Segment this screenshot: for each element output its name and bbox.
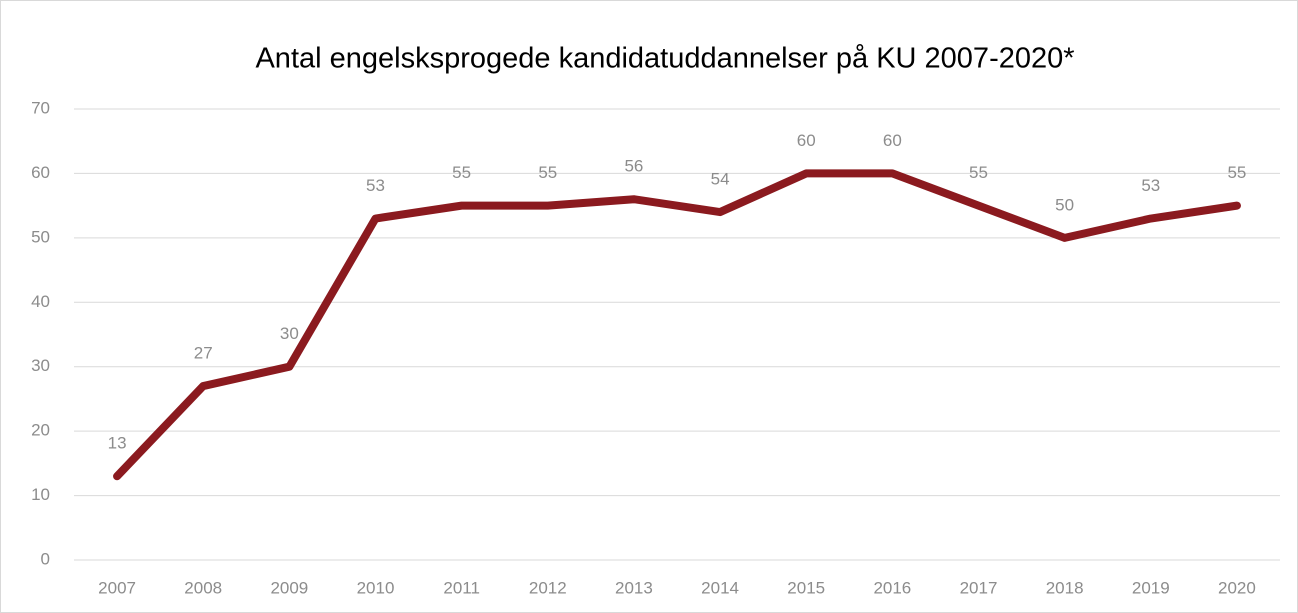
data-label: 30 bbox=[280, 324, 299, 343]
y-tick-label: 30 bbox=[31, 356, 50, 375]
data-label: 27 bbox=[194, 344, 213, 363]
data-label: 55 bbox=[969, 163, 988, 182]
data-label: 60 bbox=[797, 131, 816, 150]
y-tick-label: 50 bbox=[31, 227, 50, 246]
x-tick-label: 2016 bbox=[873, 578, 911, 597]
data-line bbox=[113, 169, 1241, 481]
data-label: 53 bbox=[366, 176, 385, 195]
y-tick-label: 40 bbox=[31, 292, 50, 311]
x-tick-label: 2020 bbox=[1218, 578, 1256, 597]
y-tick-label: 60 bbox=[31, 163, 50, 182]
data-label: 55 bbox=[452, 163, 471, 182]
x-tick-label: 2011 bbox=[443, 578, 480, 597]
chart-title: Antal engelsksprogede kandidatuddannelse… bbox=[255, 43, 1074, 75]
x-tick-label: 2014 bbox=[701, 578, 739, 597]
data-label: 56 bbox=[624, 157, 643, 176]
x-tick-label: 2019 bbox=[1132, 578, 1170, 597]
data-label: 55 bbox=[538, 163, 557, 182]
data-label: 54 bbox=[711, 170, 730, 189]
data-label: 13 bbox=[108, 434, 127, 453]
y-tick-label: 0 bbox=[41, 549, 50, 568]
x-tick-label: 2008 bbox=[184, 578, 222, 597]
x-tick-label: 2010 bbox=[357, 578, 395, 597]
x-tick-label: 2012 bbox=[529, 578, 567, 597]
y-tick-label: 10 bbox=[31, 485, 50, 504]
y-tick-label: 70 bbox=[31, 98, 50, 117]
data-label: 55 bbox=[1227, 163, 1246, 182]
data-label: 60 bbox=[883, 131, 902, 150]
data-label: 53 bbox=[1141, 176, 1160, 195]
x-tick-label: 2007 bbox=[98, 578, 136, 597]
x-tick-label: 2018 bbox=[1046, 578, 1084, 597]
y-tick-label: 20 bbox=[31, 421, 50, 440]
x-tick-label: 2015 bbox=[787, 578, 825, 597]
x-tick-label: 2009 bbox=[270, 578, 308, 597]
x-tick-label: 2017 bbox=[960, 578, 998, 597]
data-label: 50 bbox=[1055, 195, 1074, 214]
x-tick-label: 2013 bbox=[615, 578, 653, 597]
